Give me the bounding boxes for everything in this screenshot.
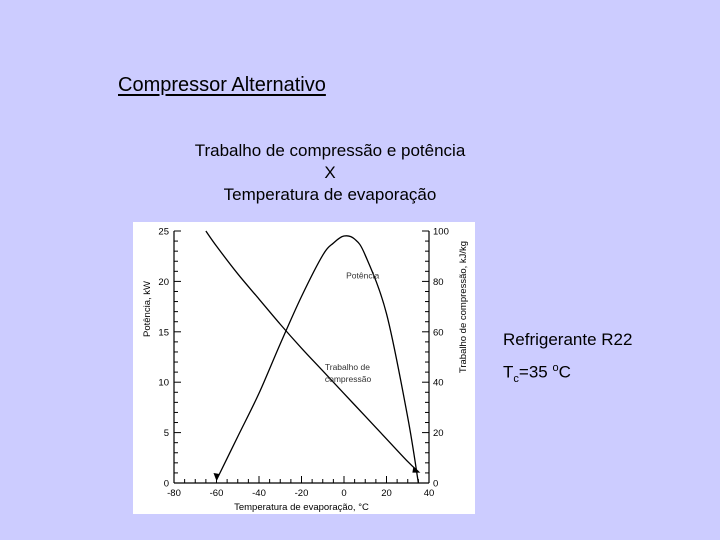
y-right-tick-label: 0 xyxy=(433,479,438,490)
x-tick-label: -80 xyxy=(167,488,181,499)
tc-unit: C xyxy=(558,362,571,382)
y-right-tick-label: 40 xyxy=(433,378,444,389)
y-right-tick-label: 60 xyxy=(433,327,444,338)
curve-annotation: compressão xyxy=(325,374,372,384)
x-tick-label: -20 xyxy=(295,488,309,499)
y-right-tick-label: 20 xyxy=(433,428,444,439)
x-tick-label: 40 xyxy=(424,488,435,499)
chart-subtitle: Trabalho de compressão e potência X Temp… xyxy=(130,140,530,206)
performance-chart: -80 -60 -40 -20 0 20 400510152025020406080100 … xyxy=(142,227,469,514)
slide-title: Compressor Alternativo xyxy=(118,74,326,96)
chart-labels: Temperatura de evaporação, °C Potência, k… xyxy=(142,241,469,513)
y-left-axis-label: Potência, kW xyxy=(142,281,153,337)
y-left-tick-label: 15 xyxy=(158,327,169,338)
tc-degree: o xyxy=(552,362,559,374)
subtitle-line-2: X xyxy=(324,163,336,182)
x-tick-label: -40 xyxy=(252,488,266,499)
tc-equals: =35 xyxy=(518,362,553,382)
condensing-temperature: Tc=35 oC xyxy=(503,354,632,393)
side-note: Refrigerante R22 Tc=35 oC xyxy=(503,326,632,393)
y-right-tick-label: 80 xyxy=(433,277,444,288)
y-left-tick-label: 0 xyxy=(164,479,169,490)
x-tick-label: 20 xyxy=(381,488,392,499)
y-left-tick-label: 20 xyxy=(158,277,169,288)
chart-curves xyxy=(205,230,421,484)
trabalho-arrow xyxy=(412,466,421,473)
chart-panel: -80 -60 -40 -20 0 20 40 0 5 10 15 20 25 0 20 40 60 80 100 … xyxy=(133,222,475,514)
y-right-axis-label: Trabalho de compressão, kJ/kg xyxy=(458,241,469,373)
y-left-tick-label: 10 xyxy=(158,378,169,389)
potencia-arrow xyxy=(213,472,220,481)
x-tick-label: -60 xyxy=(210,488,224,499)
curve-annotation: Trabalho de xyxy=(325,362,370,372)
refrigerant-label: Refrigerante R22 xyxy=(503,330,633,349)
x-axis-label: Temperatura de evaporação, °C xyxy=(234,502,369,513)
curve-annotation: Potência xyxy=(346,270,379,280)
tc-symbol: T xyxy=(503,362,514,382)
potencia-curve xyxy=(215,235,420,484)
subtitle-line-3: Temperatura de evaporação xyxy=(223,185,437,204)
y-left-tick-label: 5 xyxy=(164,428,169,439)
x-tick-label: 0 xyxy=(341,488,346,499)
subtitle-line-1: Trabalho de compressão e potência xyxy=(194,141,466,160)
tc-subscript: c xyxy=(513,373,519,386)
chart-axes xyxy=(173,231,430,484)
y-right-tick-label: 100 xyxy=(433,227,449,238)
trabalho-curve xyxy=(205,230,419,473)
y-left-tick-label: 25 xyxy=(158,227,169,238)
